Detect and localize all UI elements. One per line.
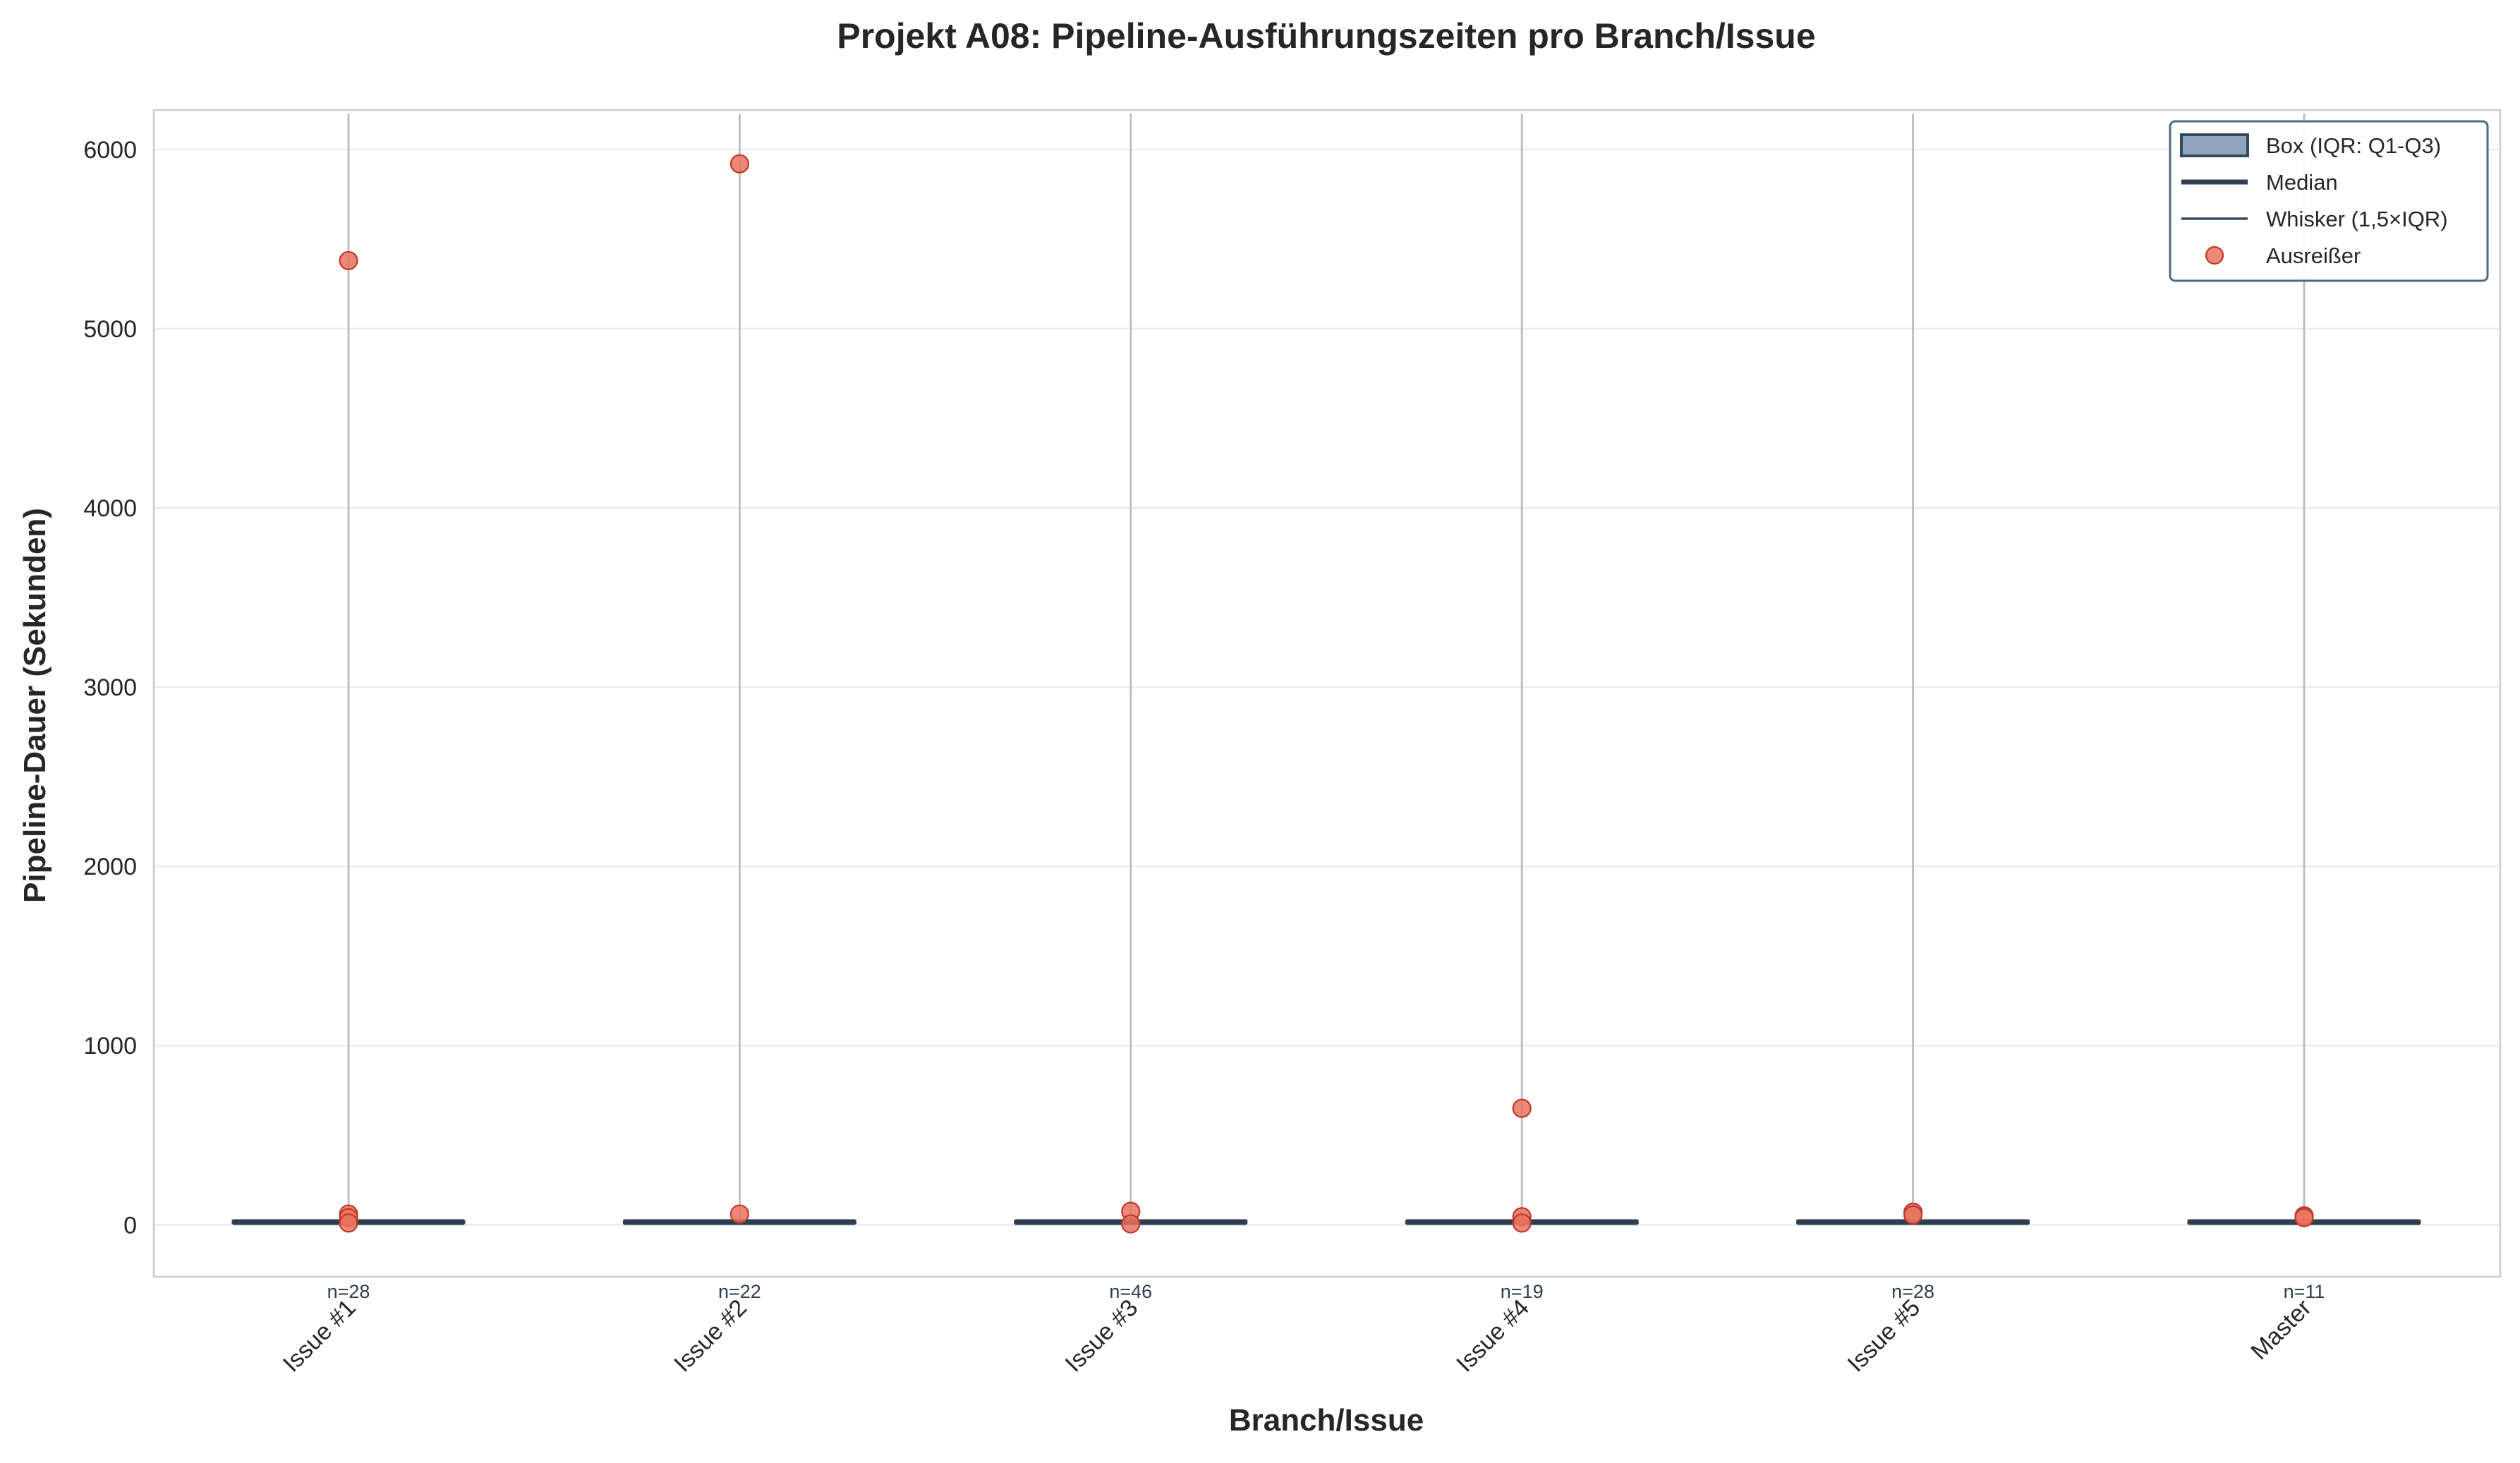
legend-box-swatch — [2180, 133, 2249, 157]
y-tick-label: 2000 — [83, 854, 137, 880]
outlier-point — [1512, 1098, 1532, 1118]
outlier-point — [339, 1213, 358, 1233]
outlier-point — [1512, 1213, 1532, 1233]
outliers — [339, 154, 2314, 1234]
whiskers — [347, 114, 2306, 1225]
sample-count-label: n=22 — [718, 1281, 761, 1302]
y-tick-label: 1000 — [83, 1033, 137, 1060]
y-tick-label: 4000 — [83, 495, 137, 522]
sample-count-label: n=19 — [1501, 1281, 1544, 1302]
outlier-point — [1121, 1214, 1141, 1234]
legend-label: Ausreißer — [2266, 243, 2361, 268]
sample-count-label: n=28 — [1891, 1281, 1934, 1302]
y-tick-label: 5000 — [83, 316, 137, 343]
outlier-point — [2294, 1208, 2314, 1227]
outlier-point — [1903, 1205, 1923, 1225]
plot-area-frame — [152, 109, 2502, 1278]
grid-lines — [154, 148, 2500, 1226]
sample-count-label: n=46 — [1109, 1281, 1152, 1302]
legend-label: Whisker (1,5×IQR) — [2266, 207, 2448, 231]
legend-outlier-swatch — [2205, 245, 2224, 265]
x-axis-label: Branch/Issue — [1229, 1403, 1424, 1438]
sample-count-label: n=11 — [2284, 1281, 2325, 1302]
outlier-point — [339, 250, 358, 271]
y-tick-label: 0 — [123, 1212, 137, 1239]
sample-count-label: n=28 — [327, 1281, 370, 1302]
legend-label: Median — [2266, 170, 2338, 195]
y-tick-label: 6000 — [83, 137, 137, 164]
legend-label: Box (IQR: Q1-Q3) — [2266, 133, 2441, 158]
outlier-point — [729, 154, 750, 174]
legend-frame — [2169, 120, 2489, 282]
legend: Box (IQR: Q1-Q3) Median Whisker (1,5×IQR) A… — [2169, 120, 2489, 282]
y-axis-ticks: 0 1000 2000 3000 4000 5000 6000 — [83, 137, 137, 1239]
y-tick-label: 3000 — [83, 674, 137, 701]
outlier-point — [729, 1204, 750, 1224]
chart-title: Projekt A08: Pipeline-Ausführungszeiten … — [837, 16, 1815, 56]
y-axis-label: Pipeline-Dauer (Sekunden) — [18, 508, 52, 903]
